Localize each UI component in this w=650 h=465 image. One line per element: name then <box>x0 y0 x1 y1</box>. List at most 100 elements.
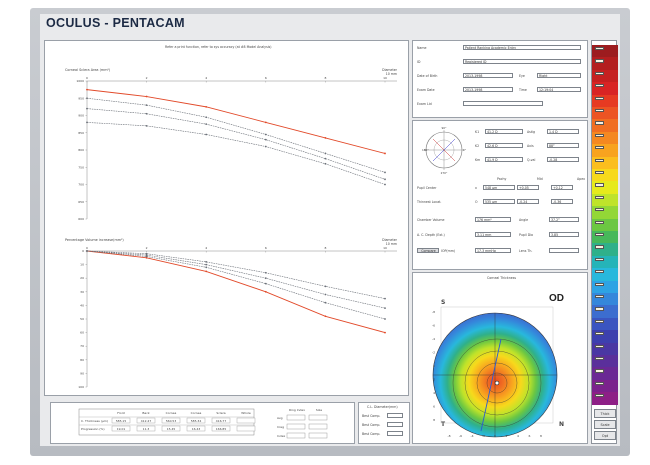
data-point <box>384 178 386 181</box>
data-point <box>264 138 267 141</box>
keratometry-panel: 90° 180° 0° 270° K1 41.2 D Astig 1.4 D K2 42.6 D… <box>412 120 588 270</box>
map-corner-s: S <box>441 299 446 306</box>
series-line <box>86 108 386 180</box>
data-point <box>384 331 386 334</box>
series-line <box>86 97 386 173</box>
map-y-tick: 4 <box>433 391 435 395</box>
map-y-tick: -6 <box>432 324 435 328</box>
scale-value-chip <box>595 109 604 113</box>
data-point <box>324 293 327 296</box>
k-table-field[interactable]: 535 µm <box>483 199 515 204</box>
compare-button[interactable]: Compare <box>417 248 439 253</box>
y-tick-label: 70 <box>80 344 84 348</box>
k-table-header: Mid <box>537 177 543 181</box>
scale-button-scale[interactable]: Scale <box>594 420 616 429</box>
scale-swatch <box>592 330 618 343</box>
series-line <box>86 122 386 185</box>
data-point <box>86 250 88 252</box>
diameter-title: C.L. Diameter(mm) <box>367 405 398 409</box>
x-tick-label: 8 <box>324 246 326 250</box>
iop-field[interactable]: 17.3 mmHg <box>475 248 511 253</box>
scale-swatch <box>592 131 618 145</box>
k-extra-field-2[interactable]: 3.85 <box>549 232 579 237</box>
scale-value-chip <box>595 195 604 199</box>
diameter-row-field[interactable] <box>387 413 403 418</box>
patient-field[interactable]: Patient Ranking Academic Entry <box>463 45 581 50</box>
header-note: Refer a print function, refer to sys acc… <box>165 45 272 49</box>
app-window: OCULUS - PENTACAM Refer a print function… <box>40 14 620 446</box>
patient-field[interactable]: Registered ID <box>463 59 581 64</box>
patient-field[interactable]: 2013-1998 <box>463 87 513 92</box>
axis-unit: 10 mm <box>386 242 397 246</box>
scale-swatch <box>592 206 618 219</box>
k-label: K2 <box>475 144 480 148</box>
x-tick-label: 0 <box>86 76 88 80</box>
scale-value-chip <box>595 307 604 311</box>
scale-value-chip <box>595 183 604 187</box>
k-field[interactable]: 41.9 D <box>485 157 523 162</box>
patient-field[interactable] <box>463 101 543 106</box>
table-header: Cornea <box>191 411 202 415</box>
patient-field-2[interactable]: Right <box>537 73 581 78</box>
chart-title: Corneal Sclera Area (mm²) <box>65 68 111 72</box>
table-header: Whole <box>241 411 251 415</box>
data-point <box>205 133 208 136</box>
axis-compass: 90° 180° 0° 270° <box>422 126 467 175</box>
k-extra-field[interactable]: 176 mm³ <box>475 217 511 222</box>
data-point <box>264 145 267 148</box>
data-point <box>145 255 148 258</box>
table-cell <box>211 417 231 424</box>
data-point <box>324 162 327 165</box>
scale-swatch <box>592 305 618 318</box>
compass-label: 90° <box>442 126 448 130</box>
k-field-2[interactable]: -0.28 <box>547 157 579 162</box>
y-tick-label: 50 <box>80 317 84 321</box>
k-table-field[interactable]: +0.05 <box>517 185 539 190</box>
thickness-map[interactable]: -8 -8 -6 -6 -4 -4 -2 -2 0 0 2 2 4 4 6 6 8 8 <box>413 273 589 445</box>
diameter-row-field[interactable] <box>387 422 403 427</box>
scale-value-chip <box>595 344 604 348</box>
diameter-row-field[interactable] <box>387 431 403 436</box>
k-extra-field[interactable]: 3.11 mm <box>475 232 511 237</box>
k-field[interactable]: 42.6 D <box>485 143 523 148</box>
diameter-panel: C.L. Diameter(mm) Best Comp. Best Comp. Be… <box>358 402 410 444</box>
k-field-2[interactable]: 1.4 D <box>547 129 579 134</box>
x-tick-label: 8 <box>324 76 326 80</box>
k-extra-label: Chamber Volume <box>417 218 445 222</box>
compass-label: 180° <box>422 148 429 152</box>
parameter-table-panel: Front Back Cornea Cornea Sclera Whole C. Thick… <box>50 402 355 444</box>
k-field[interactable]: 41.2 D <box>485 129 523 134</box>
k-extra-field-2[interactable]: 37.2° <box>549 217 579 222</box>
k-field-2[interactable]: 88° <box>547 143 579 148</box>
data-point <box>205 263 208 266</box>
scale-swatch <box>592 243 618 256</box>
scale-swatch <box>592 231 618 244</box>
map-y-tick: -4 <box>432 337 435 341</box>
table-cell <box>136 425 156 432</box>
monitor-frame: OCULUS - PENTACAM Refer a print function… <box>30 8 630 456</box>
scale-button-opt[interactable]: Opt <box>594 431 616 440</box>
table-cell <box>111 425 131 432</box>
y-tick-label: 650 <box>78 200 84 204</box>
k-table-field[interactable]: +0.12 <box>551 185 573 190</box>
data-point <box>145 104 148 107</box>
table-cell-value: 166.85 <box>216 427 227 431</box>
k-table-field[interactable]: 548 µm <box>483 185 515 190</box>
data-point <box>264 290 267 293</box>
corneal-map-panel: Corneal Thickness OD S T N -8 -8 -6 -6 -4 -4-… <box>412 272 588 444</box>
table-cell <box>186 417 206 424</box>
patient-label: Name <box>417 46 427 50</box>
y-tick-label: 1000 <box>76 79 84 83</box>
lens-field[interactable] <box>549 248 579 253</box>
k-table-prefix: x <box>475 186 477 190</box>
k-table-field[interactable]: -0.36 <box>551 199 573 204</box>
data-point <box>86 121 88 124</box>
patient-field-2[interactable]: 12:19:04 <box>537 87 581 92</box>
k-table-field[interactable]: -0.24 <box>517 199 539 204</box>
scale-button-thick[interactable]: Thick <box>594 409 616 418</box>
scale-value-chip <box>595 133 604 137</box>
map-y-tick: -2 <box>432 351 435 355</box>
map-title: Corneal Thickness <box>487 276 517 280</box>
patient-field[interactable]: 2013-1998 <box>463 73 513 78</box>
